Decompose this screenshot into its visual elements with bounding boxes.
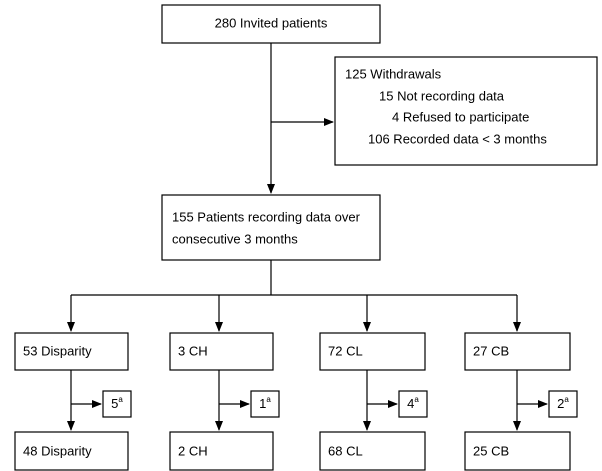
- final-box: [319, 431, 426, 471]
- excluded-note: a: [564, 395, 569, 404]
- excluded-box: [102, 390, 132, 418]
- excluded-note: a: [118, 395, 123, 404]
- excluded-note: a: [266, 395, 271, 404]
- excluded-label: 1a: [259, 395, 271, 411]
- final-label: 48 Disparity: [23, 443, 92, 458]
- group-box: [464, 332, 571, 371]
- recording-box: [161, 194, 381, 261]
- withdrawal-reason: 106 Recorded data < 3 months: [368, 131, 547, 146]
- group-label: 3 CH: [178, 343, 208, 358]
- withdrawals-box: [334, 56, 598, 166]
- group-box: [319, 332, 426, 371]
- group-box: [14, 332, 129, 371]
- invited-box: [161, 4, 381, 44]
- final-label: 68 CL: [328, 443, 363, 458]
- final-box: [14, 431, 129, 471]
- excluded-box: [548, 390, 578, 418]
- group-label: 27 CB: [473, 343, 509, 358]
- excluded-label: 2a: [557, 395, 569, 411]
- excluded-count: 4: [407, 396, 414, 411]
- withdrawal-reason: 4 Refused to participate: [392, 109, 529, 124]
- excluded-count: 1: [259, 396, 266, 411]
- group-label: 53 Disparity: [23, 343, 92, 358]
- excluded-label: 4a: [407, 395, 419, 411]
- excluded-box: [250, 390, 280, 418]
- invited-label: 280 Invited patients: [215, 15, 328, 30]
- final-label: 2 CH: [178, 443, 208, 458]
- excluded-note: a: [414, 395, 419, 404]
- final-box: [169, 431, 274, 471]
- withdrawal-reason: 15 Not recording data: [379, 88, 505, 103]
- withdrawals-title: 125 Withdrawals: [345, 66, 442, 81]
- recording-label: 155 Patients recording data over: [172, 209, 361, 224]
- group-box: [169, 332, 274, 371]
- final-box: [464, 431, 571, 471]
- excluded-count: 5: [111, 396, 118, 411]
- excluded-count: 2: [557, 396, 564, 411]
- excluded-box: [398, 390, 428, 418]
- group-label: 72 CL: [328, 343, 363, 358]
- recording-label: consecutive 3 months: [172, 231, 298, 246]
- excluded-label: 5a: [111, 395, 123, 411]
- final-label: 25 CB: [473, 443, 509, 458]
